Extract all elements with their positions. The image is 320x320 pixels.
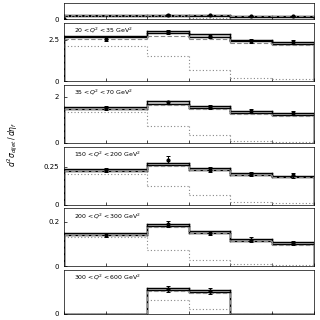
Text: $300 < Q^2 < 600$ GeV$^2$: $300 < Q^2 < 600$ GeV$^2$ (74, 272, 141, 282)
Text: $35 < Q^2 < 70$ GeV$^2$: $35 < Q^2 < 70$ GeV$^2$ (74, 88, 133, 97)
Text: $d^{2}\sigma_{dijet}\,/\,d\eta_{f}$: $d^{2}\sigma_{dijet}\,/\,d\eta_{f}$ (5, 121, 20, 167)
Text: $20 < Q^2 < 35$ GeV$^2$: $20 < Q^2 < 35$ GeV$^2$ (74, 26, 133, 36)
Text: $200 < Q^2 < 300$ GeV$^2$: $200 < Q^2 < 300$ GeV$^2$ (74, 212, 141, 221)
Text: $150 < Q^2 < 200$ GeV$^2$: $150 < Q^2 < 200$ GeV$^2$ (74, 150, 141, 159)
